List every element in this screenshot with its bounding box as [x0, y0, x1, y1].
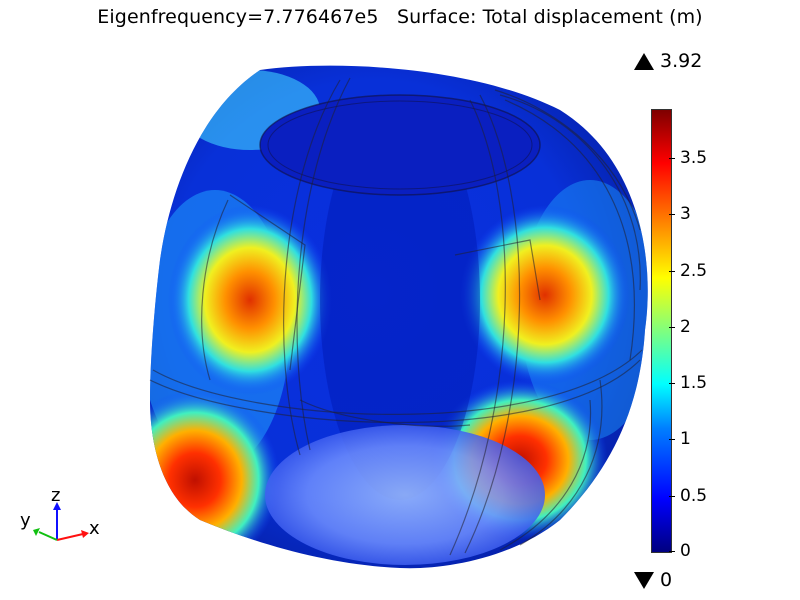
plot-title: Eigenfrequency=7.776467e5 Surface: Total… [97, 6, 703, 28]
x-axis-label: x [89, 518, 100, 539]
colorbar-tick: 1 [669, 429, 691, 449]
z-arrow-icon [53, 502, 61, 510]
max-arrow-icon [634, 52, 654, 70]
colorbar-tick: 0.5 [668, 486, 708, 506]
y-axis-label: y [20, 510, 31, 531]
axes-triad: z x y [20, 488, 100, 541]
min-arrow-icon [634, 571, 654, 589]
wireframe-edges [149, 77, 643, 556]
colorbar-min-value: 0 [660, 569, 673, 591]
colorbar-max-value: 3.92 [660, 50, 703, 72]
z-axis-label: z [51, 488, 60, 506]
colorbar [651, 109, 672, 553]
colorbar-tick: 1.5 [668, 373, 708, 393]
colorbar-max-label: 3.92 [634, 50, 702, 72]
colorbar-tick: 3.5 [668, 148, 708, 168]
colorbar-tick: 2 [669, 317, 691, 337]
colorbar-tick: 2.5 [668, 261, 708, 281]
colorbar-min-label: 0 [634, 569, 672, 591]
x-arrow-icon [81, 530, 89, 538]
y-arrow-icon [33, 528, 40, 536]
colorbar-tick: 3 [669, 204, 691, 224]
colorbar-tick: 0 [669, 541, 691, 561]
shell-body [150, 65, 648, 569]
